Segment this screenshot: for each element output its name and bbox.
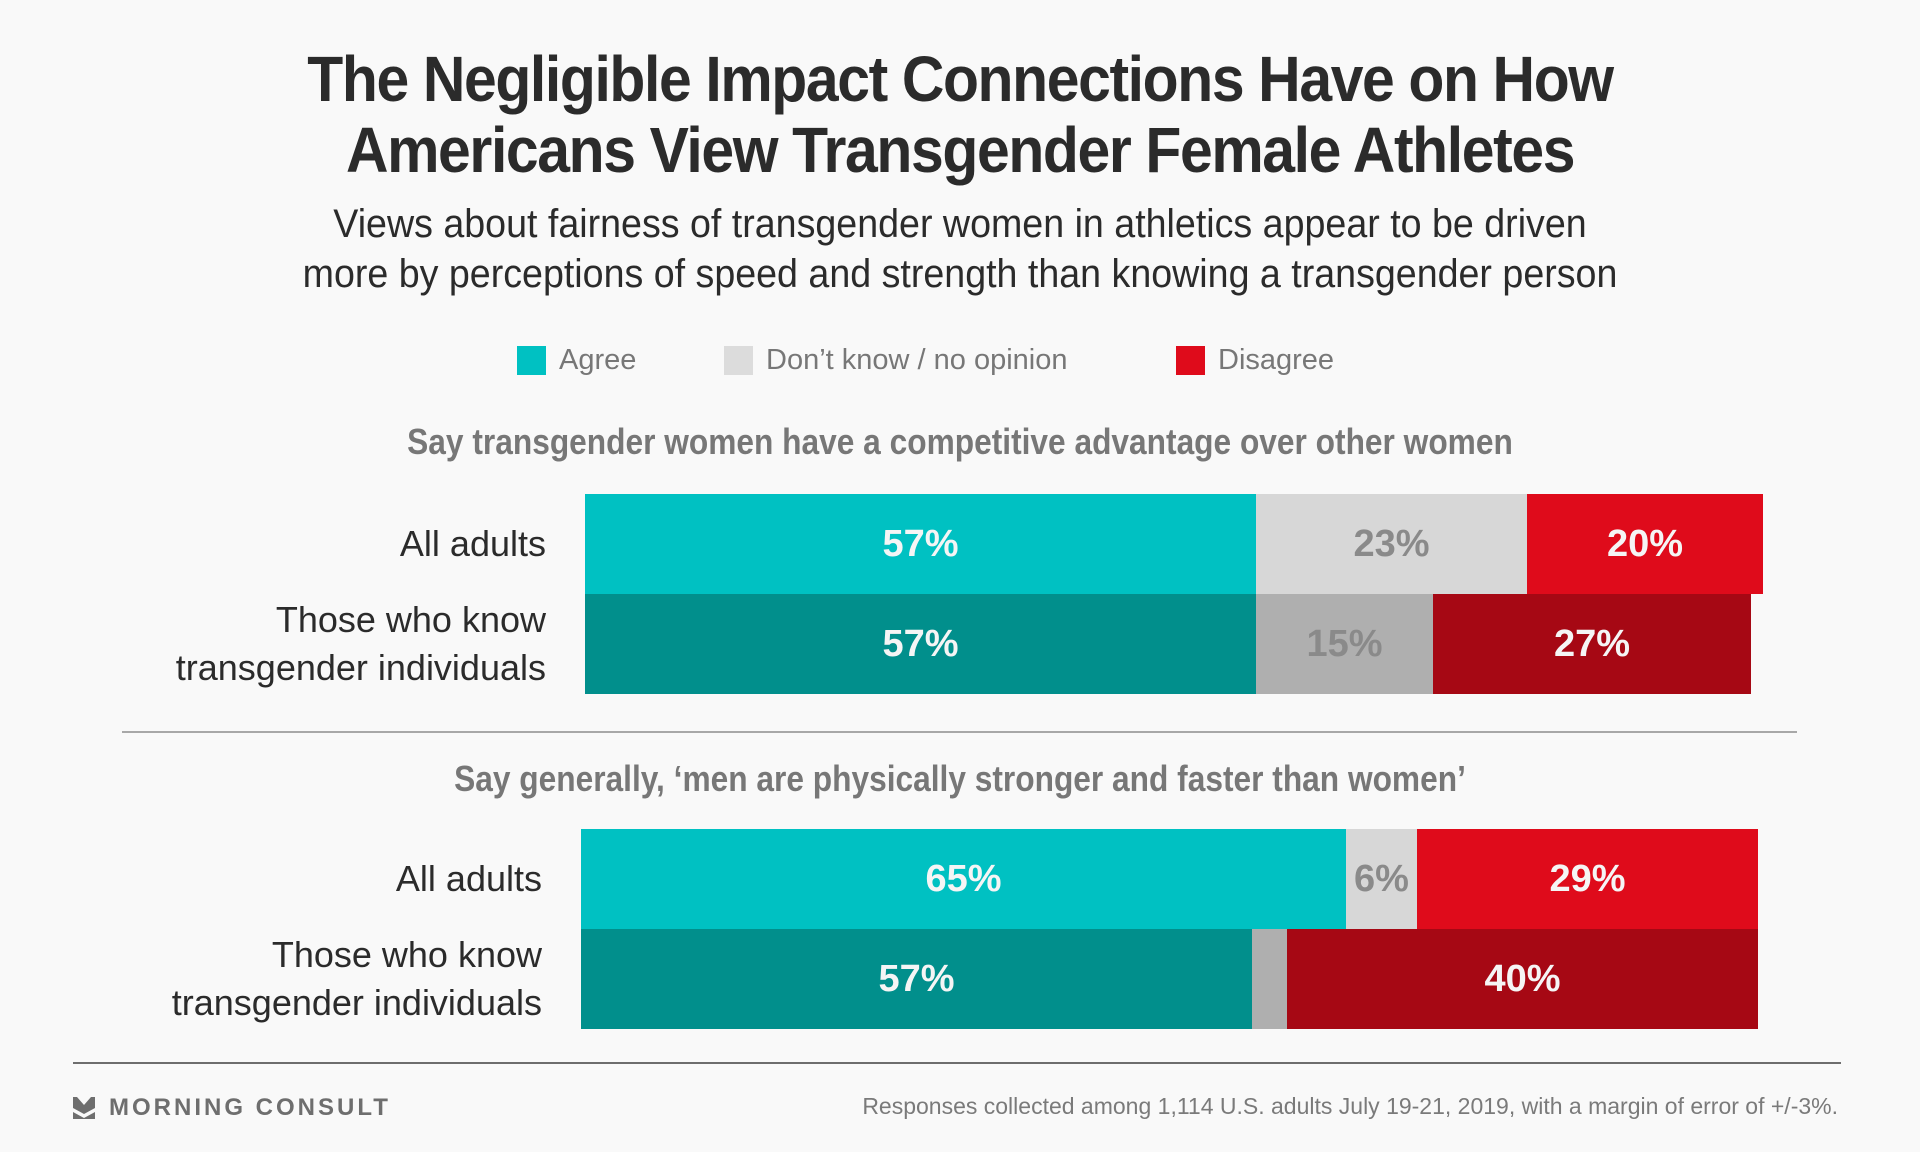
chart-subtitle-line-2: more by perceptions of speed and strengt… (302, 252, 1618, 296)
data-label-agree: 57% (878, 957, 955, 1000)
data-label-agree: 65% (925, 857, 1002, 900)
bar-segment-disagree: 20% (1527, 494, 1763, 594)
legend-swatch-agree (517, 345, 546, 375)
chart-title-line-1: The Negligible Impact Connections Have o… (307, 43, 1614, 115)
chart-subtitle-line-1: Views about fairness of transgender wome… (333, 202, 1587, 246)
bar-segment-disagree: 40% (1287, 929, 1758, 1029)
category-label-line: All adults (399, 523, 546, 564)
data-label-dont-know: 15% (1306, 622, 1383, 665)
chart-subtitle: Views about fairness of transgender wome… (58, 199, 1863, 299)
brand-logo: MORNING CONSULT (73, 1094, 391, 1122)
legend-item-agree: Agree (517, 344, 636, 376)
bar-segment-disagree: 27% (1433, 594, 1751, 694)
legend-label-dont-know: Don’t know / no opinion (766, 343, 1068, 376)
legend-label-agree: Agree (559, 343, 637, 376)
data-label-agree: 57% (882, 522, 959, 565)
data-label-disagree: 40% (1484, 957, 1561, 1000)
data-label-dont-know: 23% (1353, 522, 1430, 565)
brand-name: MORNING CONSULT (109, 1094, 391, 1121)
category-label: Those who know transgender individuals (86, 594, 546, 694)
data-label-disagree: 20% (1606, 522, 1684, 565)
bar-segment-disagree: 29% (1417, 829, 1758, 929)
category-label-line: Those who know (275, 599, 546, 640)
legend-item-dont-know: Don’t know / no opinion (724, 344, 1067, 376)
footer-divider (73, 1062, 1841, 1064)
chart-title-line-2: Americans View Transgender Female Athlet… (345, 114, 1575, 186)
data-label-disagree: 27% (1553, 622, 1631, 665)
chart-title: The Negligible Impact Connections Have o… (77, 44, 1843, 186)
bar-segment-agree: 65% (581, 829, 1346, 929)
bar-segment-dont-know: 23% (1256, 494, 1527, 594)
legend-swatch-dont-know (724, 345, 753, 375)
source-note: Responses collected among 1,114 U.S. adu… (862, 1093, 1838, 1119)
legend-item-disagree: Disagree (1176, 344, 1334, 376)
section-divider (122, 731, 1797, 733)
category-label: All adults (86, 494, 546, 594)
data-label-disagree: 29% (1549, 857, 1626, 900)
data-label-dont-know: 6% (1354, 857, 1409, 900)
category-label: All adults (82, 829, 542, 929)
bar-segment-dont-know: 15% (1256, 594, 1433, 694)
category-label-line: transgender individuals (175, 647, 546, 688)
bar-segment-agree: 57% (585, 494, 1256, 594)
data-label-agree: 57% (882, 622, 959, 665)
bar-segment-dont-know (1252, 929, 1287, 1029)
morning-consult-chevron-icon (73, 1097, 95, 1119)
category-label-line: Those who know (271, 934, 542, 975)
legend-swatch-disagree (1176, 345, 1205, 375)
section-heading-men-stronger: Say generally, ‘men are physically stron… (454, 758, 1466, 799)
section-heading-competitive-advantage: Say transgender women have a competitive… (407, 421, 1513, 462)
bar-segment-agree: 57% (585, 594, 1256, 694)
legend-label-disagree: Disagree (1218, 343, 1335, 376)
category-label-line: All adults (395, 858, 542, 899)
category-label: Those who know transgender individuals (82, 929, 542, 1029)
category-label-line: transgender individuals (171, 982, 542, 1023)
bar-segment-agree: 57% (581, 929, 1252, 1029)
bar-segment-dont-know: 6% (1346, 829, 1417, 929)
